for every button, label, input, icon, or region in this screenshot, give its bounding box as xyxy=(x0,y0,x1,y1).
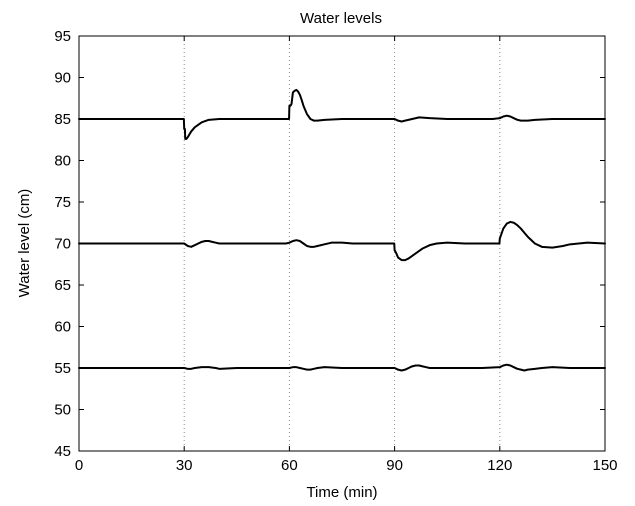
y-tick-label: 70 xyxy=(54,236,71,253)
series-lines xyxy=(78,88,606,372)
series-line-1 xyxy=(78,88,606,140)
x-tick-label: 150 xyxy=(592,457,617,474)
x-tick-label: 0 xyxy=(75,457,83,474)
x-tick-label: 120 xyxy=(487,457,512,474)
y-tick-label: 80 xyxy=(54,153,71,170)
x-axis-label: Time (min) xyxy=(306,484,377,501)
y-tick-label: 95 xyxy=(54,28,71,45)
y-tick-label: 50 xyxy=(54,402,71,419)
y-tick-label: 90 xyxy=(54,70,71,87)
y-tick-label: 85 xyxy=(54,111,71,128)
y-tick-label: 55 xyxy=(54,360,71,377)
y-tick-label: 65 xyxy=(54,277,71,294)
x-tick-label: 30 xyxy=(176,457,193,474)
y-tick-label: 75 xyxy=(54,194,71,211)
x-tick-label: 90 xyxy=(386,457,403,474)
axis-ticks: 0 30 60 90 120 150 45 50 55 60 65 70 75 80 85 90 95 xyxy=(54,28,617,474)
series-line-3 xyxy=(78,363,606,372)
series-line-2 xyxy=(78,220,606,262)
y-tick-label: 45 xyxy=(54,443,71,460)
y-tick-label: 60 xyxy=(54,319,71,336)
chart-title: Water levels xyxy=(300,10,382,27)
y-axis-label: Water level (cm) xyxy=(16,189,33,298)
x-tick-label: 60 xyxy=(281,457,298,474)
